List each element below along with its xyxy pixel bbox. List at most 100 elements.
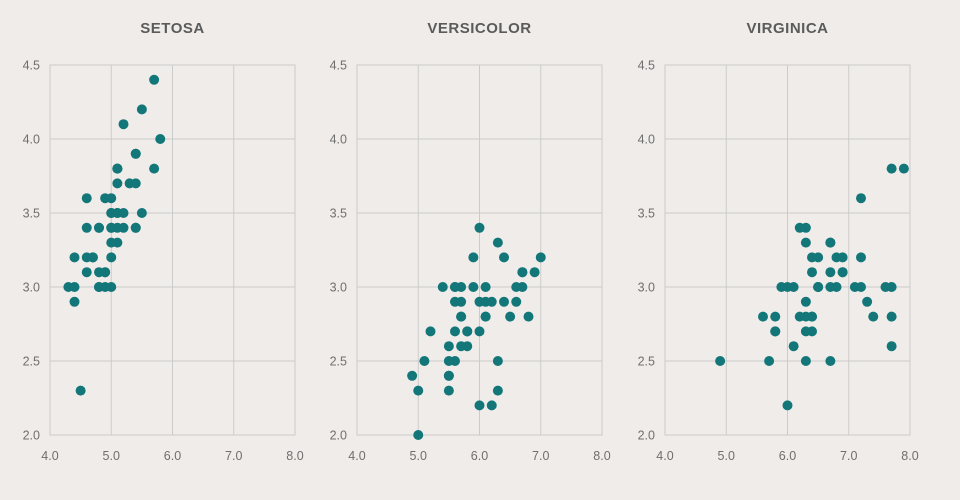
data-point xyxy=(800,296,811,307)
data-point xyxy=(486,400,497,411)
data-point xyxy=(529,267,540,278)
data-point xyxy=(868,311,879,322)
data-point xyxy=(413,385,424,396)
data-point xyxy=(856,193,866,204)
data-point xyxy=(443,370,454,381)
x-tick-label: 8.0 xyxy=(286,449,303,463)
data-point xyxy=(862,296,873,307)
data-point xyxy=(825,237,836,248)
data-point xyxy=(136,208,147,218)
data-point xyxy=(837,267,848,278)
data-point xyxy=(807,252,817,263)
x-tick-label: 7.0 xyxy=(840,449,857,463)
data-point xyxy=(480,311,491,322)
plot-frame xyxy=(49,64,296,436)
data-point xyxy=(130,148,141,159)
data-point xyxy=(118,208,129,218)
data-point xyxy=(886,311,897,322)
y-tick-label: 2.0 xyxy=(23,429,40,443)
data-point xyxy=(425,326,436,337)
y-tick-label: 2.0 xyxy=(638,429,655,443)
data-point xyxy=(800,311,811,322)
data-point xyxy=(456,282,467,292)
data-point xyxy=(112,178,123,189)
y-tick-label: 4.0 xyxy=(330,133,347,147)
y-tick-label: 3.0 xyxy=(330,281,347,295)
data-point xyxy=(486,296,497,307)
data-point xyxy=(480,282,491,292)
data-point xyxy=(517,267,528,278)
y-tick-label: 3.0 xyxy=(23,281,40,295)
data-point xyxy=(807,267,817,278)
data-point xyxy=(788,341,799,352)
data-point xyxy=(715,356,726,366)
data-point xyxy=(106,282,117,292)
data-point xyxy=(100,193,111,204)
data-point xyxy=(794,222,805,233)
x-tick-label: 6.0 xyxy=(779,449,796,463)
data-point xyxy=(474,296,485,307)
data-point xyxy=(106,208,117,218)
y-tick-label: 4.5 xyxy=(330,59,347,73)
data-point xyxy=(758,311,768,322)
data-point xyxy=(462,326,473,337)
data-point xyxy=(474,222,485,233)
data-point xyxy=(492,237,503,248)
data-point xyxy=(69,282,80,292)
data-point xyxy=(535,252,546,263)
x-tick-label: 8.0 xyxy=(593,449,610,463)
y-tick-label: 2.5 xyxy=(638,355,655,369)
data-point xyxy=(419,356,430,366)
data-point xyxy=(782,400,793,411)
x-tick-label: 4.0 xyxy=(656,449,673,463)
y-tick-label: 4.5 xyxy=(638,59,655,73)
data-point xyxy=(474,400,485,411)
data-point xyxy=(813,282,824,292)
data-point xyxy=(886,282,897,292)
data-point xyxy=(149,74,160,85)
y-tick-label: 4.0 xyxy=(23,133,40,147)
x-tick-label: 6.0 xyxy=(471,449,488,463)
data-point xyxy=(118,119,129,130)
data-point xyxy=(456,311,467,322)
panel-title: SETOSA xyxy=(140,20,204,37)
data-point xyxy=(443,341,454,352)
data-point xyxy=(499,296,509,307)
data-point xyxy=(825,282,836,292)
y-tick-label: 2.5 xyxy=(330,355,347,369)
data-point xyxy=(800,237,811,248)
data-point xyxy=(443,356,454,366)
x-tick-label: 5.0 xyxy=(718,449,735,463)
data-point xyxy=(81,222,92,233)
data-point xyxy=(898,163,909,174)
data-point xyxy=(474,326,485,337)
panel-title: VERSICOLOR xyxy=(427,20,531,37)
panel-0: SETOSA 4.0 5.0 6.0 7.0 8.0 2.0 2.5 3.0 3.5 4.0 4.5 xyxy=(23,20,304,463)
y-tick-label: 2.0 xyxy=(330,429,347,443)
data-point xyxy=(825,267,836,278)
data-point xyxy=(886,341,897,352)
data-point xyxy=(112,163,123,174)
x-tick-label: 5.0 xyxy=(103,449,120,463)
panel-title: VIRGINICA xyxy=(746,20,828,37)
x-tick-label: 8.0 xyxy=(901,449,918,463)
data-point xyxy=(124,178,135,189)
data-point xyxy=(407,370,418,381)
x-tick-label: 4.0 xyxy=(41,449,58,463)
y-tick-label: 3.5 xyxy=(638,207,655,221)
panel-2: VIRGINICA 4.0 5.0 6.0 7.0 8.0 2.0 2.5 3.0 3.5 4.0 4… xyxy=(638,20,919,463)
y-tick-label: 3.5 xyxy=(330,207,347,221)
data-point xyxy=(69,296,80,307)
data-point xyxy=(450,326,460,337)
y-tick-label: 3.5 xyxy=(23,207,40,221)
data-point xyxy=(106,237,117,248)
data-point xyxy=(492,356,503,366)
data-point xyxy=(149,163,160,174)
data-point xyxy=(468,252,479,263)
data-point xyxy=(130,222,141,233)
data-point xyxy=(511,296,522,307)
data-point xyxy=(505,311,516,322)
x-tick-label: 7.0 xyxy=(225,449,242,463)
data-point xyxy=(856,282,866,292)
